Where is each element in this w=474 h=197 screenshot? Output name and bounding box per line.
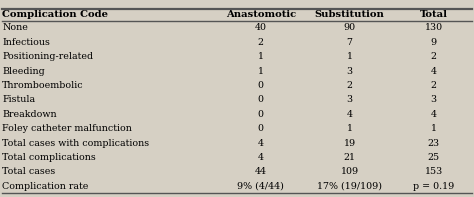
- Text: None: None: [2, 23, 28, 32]
- Text: 0: 0: [258, 124, 264, 133]
- Text: Complication Code: Complication Code: [2, 10, 109, 19]
- Text: Complication rate: Complication rate: [2, 182, 89, 191]
- Text: 9% (4/44): 9% (4/44): [237, 182, 284, 191]
- Text: 2: 2: [346, 81, 353, 90]
- Text: Thromboembolic: Thromboembolic: [2, 81, 84, 90]
- Text: 4: 4: [346, 110, 353, 119]
- Text: 19: 19: [344, 138, 356, 148]
- Text: 40: 40: [255, 23, 267, 32]
- Text: Foley catheter malfunction: Foley catheter malfunction: [2, 124, 132, 133]
- Text: 7: 7: [346, 38, 353, 47]
- Text: 4: 4: [258, 138, 264, 148]
- Text: 1: 1: [346, 124, 353, 133]
- Text: 0: 0: [258, 95, 264, 104]
- Text: 9: 9: [431, 38, 437, 47]
- Text: 17% (19/109): 17% (19/109): [317, 182, 382, 191]
- Text: 2: 2: [431, 52, 437, 61]
- Text: Total: Total: [419, 10, 448, 19]
- Text: 1: 1: [258, 52, 264, 61]
- Text: Positioning-related: Positioning-related: [2, 52, 93, 61]
- Text: 44: 44: [255, 167, 267, 176]
- Text: 3: 3: [346, 95, 353, 104]
- Text: Total cases with complications: Total cases with complications: [2, 138, 149, 148]
- Text: 153: 153: [425, 167, 443, 176]
- Text: 0: 0: [258, 81, 264, 90]
- Text: 25: 25: [428, 153, 440, 162]
- Text: 109: 109: [340, 167, 359, 176]
- Text: Infectious: Infectious: [2, 38, 50, 47]
- Text: p = 0.19: p = 0.19: [413, 182, 455, 191]
- Text: 21: 21: [344, 153, 356, 162]
- Text: 1: 1: [346, 52, 353, 61]
- Text: Bleeding: Bleeding: [2, 67, 45, 76]
- Text: 4: 4: [431, 67, 437, 76]
- Text: 130: 130: [425, 23, 443, 32]
- Text: 4: 4: [431, 110, 437, 119]
- Text: 3: 3: [346, 67, 353, 76]
- Text: Substitution: Substitution: [315, 10, 384, 19]
- Text: 3: 3: [431, 95, 437, 104]
- Text: 4: 4: [258, 153, 264, 162]
- Text: Total complications: Total complications: [2, 153, 96, 162]
- Text: Anastomotic: Anastomotic: [226, 10, 296, 19]
- Text: 1: 1: [258, 67, 264, 76]
- Text: 90: 90: [344, 23, 356, 32]
- Text: Breakdown: Breakdown: [2, 110, 57, 119]
- Text: 2: 2: [258, 38, 264, 47]
- Text: Total cases: Total cases: [2, 167, 55, 176]
- Text: 23: 23: [428, 138, 440, 148]
- Text: 0: 0: [258, 110, 264, 119]
- Text: 1: 1: [431, 124, 437, 133]
- Text: 2: 2: [431, 81, 437, 90]
- Text: Fistula: Fistula: [2, 95, 36, 104]
